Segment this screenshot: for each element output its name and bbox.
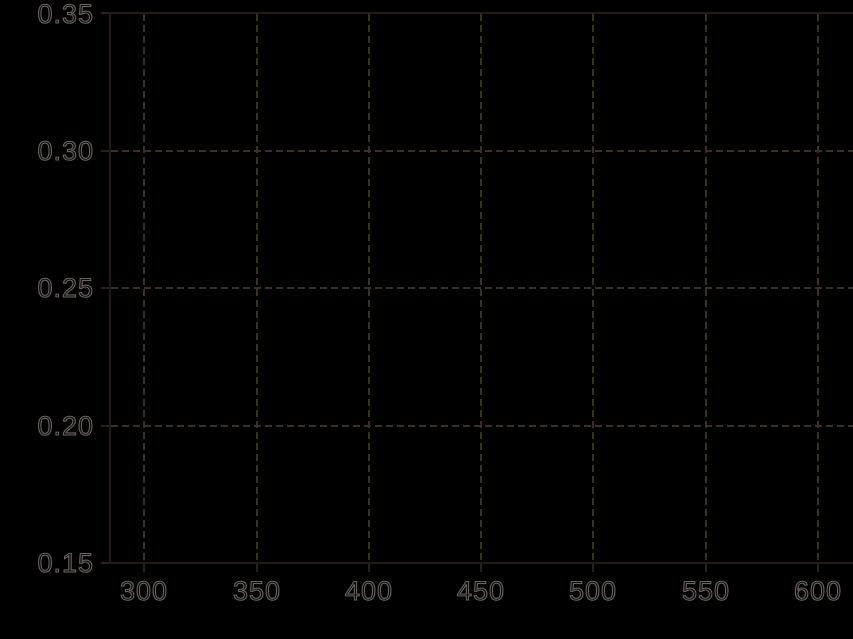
- y-tick-label: 0.25: [37, 272, 94, 303]
- y-gridline: [111, 150, 853, 152]
- x-gridline: [143, 14, 145, 562]
- x-gridline: [256, 14, 258, 562]
- y-axis-tick: [101, 150, 109, 152]
- x-axis-tick: [143, 564, 145, 572]
- x-axis-tick: [256, 564, 258, 572]
- x-gridline: [368, 14, 370, 562]
- x-axis-tick: [817, 564, 819, 572]
- x-gridline: [592, 14, 594, 562]
- y-axis-tick: [101, 562, 109, 564]
- x-tick-label: 550: [681, 575, 731, 606]
- x-tick-label: 600: [793, 575, 843, 606]
- y-axis-tick: [101, 287, 109, 289]
- y-gridline: [111, 287, 853, 289]
- top-spine: [109, 12, 853, 14]
- x-tick-label: 350: [232, 575, 282, 606]
- x-tick-label: 400: [344, 575, 394, 606]
- y-axis-tick: [101, 12, 109, 14]
- x-gridline: [480, 14, 482, 562]
- x-axis-tick: [480, 564, 482, 572]
- x-gridline: [817, 14, 819, 562]
- y-tick-label: 0.30: [37, 135, 94, 166]
- x-axis-tick: [368, 564, 370, 572]
- x-tick-label: 500: [568, 575, 618, 606]
- x-gridline: [705, 14, 707, 562]
- x-tick-label: 300: [119, 575, 169, 606]
- left-spine: [109, 12, 111, 564]
- x-tick-label: 450: [456, 575, 506, 606]
- x-axis-tick: [705, 564, 707, 572]
- y-axis-tick: [101, 425, 109, 427]
- y-gridline: [111, 425, 853, 427]
- x-axis-tick: [592, 564, 594, 572]
- bottom-spine: [109, 562, 853, 564]
- y-tick-label: 0.20: [37, 410, 94, 441]
- y-tick-label: 0.35: [37, 0, 94, 30]
- y-tick-label: 0.15: [37, 547, 94, 578]
